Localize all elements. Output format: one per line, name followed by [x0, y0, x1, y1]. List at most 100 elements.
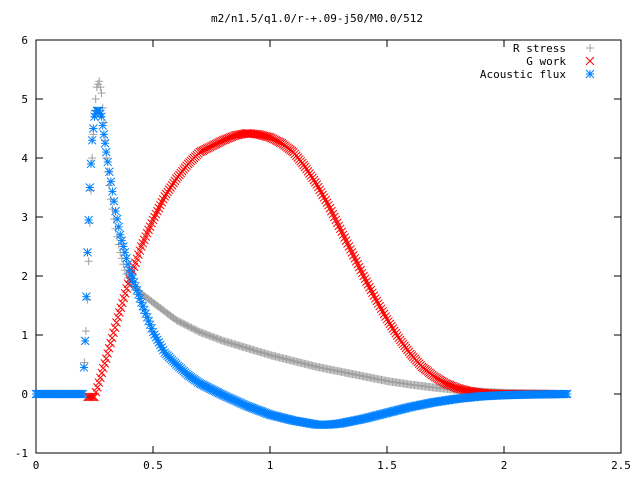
data-point: [122, 253, 131, 263]
data-point: [153, 206, 162, 216]
data-point: [363, 280, 373, 289]
data-point: [97, 368, 107, 378]
data-point: [369, 291, 379, 300]
x-tick-label: 1: [267, 459, 274, 472]
data-point: [372, 296, 382, 306]
data-point: [85, 392, 95, 402]
data-point: [111, 206, 120, 216]
data-point: [272, 136, 282, 146]
data-point: [85, 183, 95, 192]
data-point: [332, 218, 342, 228]
data-point: [334, 221, 344, 231]
data-point: [142, 228, 152, 238]
data-point: [340, 233, 349, 243]
data-point: [98, 363, 108, 373]
data-point: [88, 392, 98, 402]
data-point: [389, 326, 399, 336]
data-point: [169, 178, 178, 188]
data-point: [81, 327, 90, 336]
data-point: [122, 284, 132, 293]
data-point: [264, 132, 273, 142]
data-point: [387, 321, 396, 331]
series-cross: [83, 128, 556, 402]
data-point: [81, 292, 91, 302]
data-point: [95, 373, 105, 383]
data-point: [151, 209, 161, 219]
data-point: [106, 338, 115, 348]
data-point: [316, 187, 326, 197]
data-point: [335, 224, 345, 234]
data-point: [265, 132, 275, 142]
data-point: [157, 197, 167, 207]
data-point: [384, 317, 393, 326]
data-point: [270, 135, 279, 144]
data-point: [83, 248, 92, 257]
data-point: [164, 185, 174, 195]
plot-area: [31, 77, 572, 430]
data-point: [365, 282, 374, 292]
y-tick-label: 0: [21, 388, 28, 401]
data-point: [94, 378, 104, 387]
data-point: [199, 145, 209, 155]
data-point: [202, 144, 212, 153]
data-point: [160, 191, 170, 201]
legend-label: R stress: [513, 42, 566, 55]
data-point: [91, 95, 100, 103]
data-point: [300, 162, 310, 172]
series-plus: [32, 77, 572, 398]
data-point: [95, 77, 104, 86]
data-point: [382, 314, 392, 324]
x-tick-label: 2.5: [611, 459, 631, 472]
data-point: [303, 166, 313, 176]
data-point: [353, 259, 363, 269]
legend-label: G work: [526, 55, 566, 68]
data-point: [221, 134, 231, 144]
series-star: [31, 106, 572, 430]
data-point: [138, 238, 148, 248]
legend-label: Acoustic flux: [480, 68, 566, 81]
data-point: [379, 309, 389, 319]
data-point: [337, 227, 347, 237]
data-point: [120, 248, 130, 257]
data-point: [103, 157, 113, 167]
data-point: [308, 173, 317, 183]
data-point: [196, 147, 206, 156]
chart-title: m2/n1.5/q1.0/r-+.09-j50/M0.0/512: [211, 12, 423, 25]
data-point: [373, 299, 383, 308]
data-point: [86, 159, 96, 169]
data-point: [106, 177, 116, 186]
x-tick-label: 0.5: [143, 459, 163, 472]
data-point: [117, 298, 127, 308]
data-point: [338, 230, 348, 240]
data-point: [208, 141, 218, 150]
data-point: [103, 349, 113, 358]
data-point: [313, 182, 323, 192]
data-point: [166, 183, 175, 192]
data-point: [80, 336, 90, 346]
data-point: [375, 301, 385, 311]
data-point: [88, 124, 98, 133]
data-point: [446, 381, 456, 391]
data-point: [360, 274, 370, 284]
data-point: [145, 222, 155, 231]
data-point: [312, 180, 322, 189]
data-point: [141, 232, 151, 241]
x-tick-label: 1.5: [377, 459, 397, 472]
data-point: [154, 203, 164, 213]
data-point: [79, 363, 89, 372]
data-point: [267, 133, 276, 143]
data-point: [359, 271, 368, 281]
data-point: [104, 343, 114, 353]
legend-marker: [585, 69, 595, 79]
data-point: [306, 171, 316, 181]
y-tick-label: 4: [21, 152, 28, 165]
data-point: [441, 379, 450, 388]
data-point: [442, 379, 452, 389]
y-tick-label: 6: [21, 34, 28, 47]
data-point: [117, 236, 127, 245]
data-point: [319, 193, 329, 202]
data-point: [392, 331, 402, 340]
data-point: [123, 259, 133, 269]
